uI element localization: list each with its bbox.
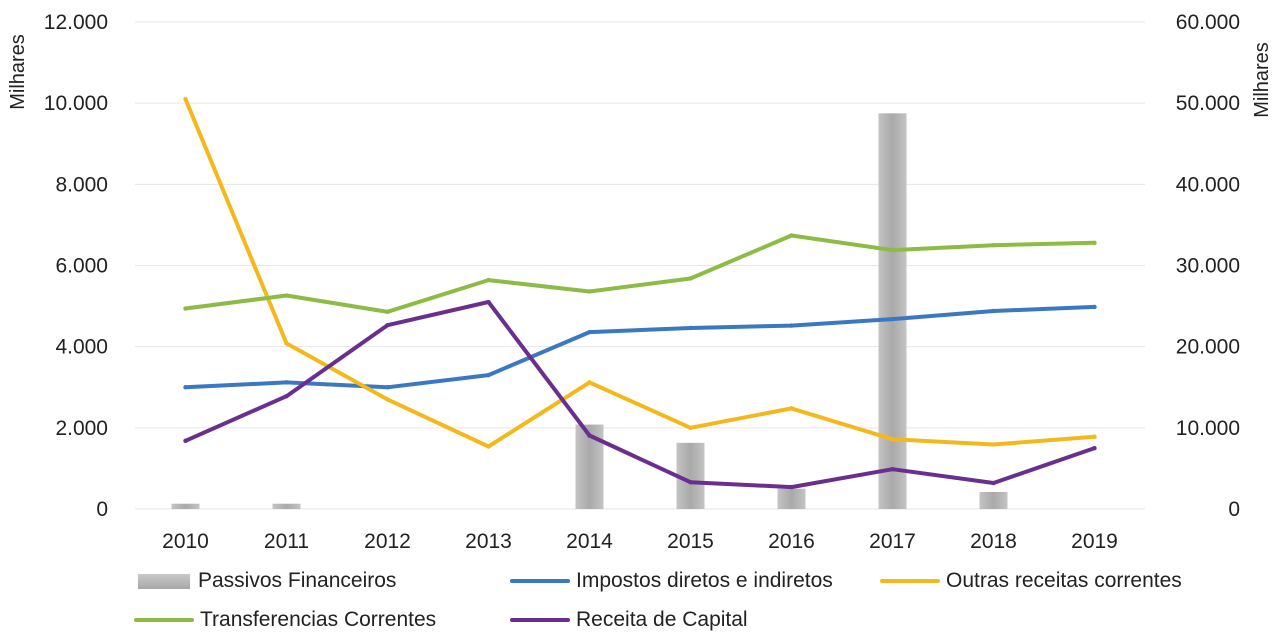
point-outras-2016 (789, 406, 794, 411)
legend-swatch-impostos (510, 579, 570, 583)
point-transferencias-2019 (1092, 240, 1097, 245)
point-impostos-2011 (284, 380, 289, 385)
point-impostos-2012 (385, 385, 390, 390)
line-transferencias (183, 233, 1097, 314)
legend-swatch-passivos (138, 573, 190, 589)
point-outras-2019 (1092, 434, 1097, 439)
point-receita-capital-2011 (284, 393, 289, 399)
point-outras-2010 (183, 96, 188, 102)
point-outras-2011 (284, 341, 289, 346)
point-impostos-2019 (1092, 304, 1097, 310)
legend-label-impostos: Impostos diretos e indiretos (576, 569, 833, 592)
x-tick-label: 2015 (667, 530, 714, 553)
legend-label-outras: Outras receitas correntes (946, 569, 1182, 592)
point-outras-2013 (486, 444, 491, 449)
point-outras-2012 (385, 397, 390, 402)
point-receita-capital-2014 (587, 433, 592, 438)
point-impostos-2018 (991, 308, 996, 314)
point-transferencias-2016 (789, 233, 794, 238)
legend-swatch-outras (880, 579, 940, 583)
left-tick-label: 12.000 (44, 11, 108, 34)
x-tick-label: 2011 (264, 530, 309, 553)
point-outras-2017 (890, 436, 895, 442)
point-outras-2015 (688, 425, 693, 431)
point-transferencias-2018 (991, 243, 996, 248)
legend-item-impostos: Impostos diretos e indiretos (510, 569, 833, 593)
chart: 0 2.000 4.000 6.000 8.000 10.000 12.000 0 10.00… (7, 11, 1273, 553)
x-tick-label: 2016 (768, 530, 815, 553)
x-tick-label: 2018 (970, 530, 1017, 553)
point-transferencias-2014 (587, 289, 592, 294)
left-axis-unit-label: Milhares (7, 34, 29, 110)
line-outras (183, 97, 1097, 449)
point-outras-2018 (991, 442, 996, 447)
left-tick-label: 2.000 (55, 417, 108, 440)
x-tick-label: 2012 (364, 530, 411, 553)
bar-series (171, 113, 1008, 509)
line-receita-capital (183, 300, 1097, 490)
right-tick-label: 20.000 (1176, 336, 1240, 359)
x-axis-ticks: 2010 2011 2012 2013 2014 2015 2016 2017 2018 2019 (162, 530, 1118, 553)
left-tick-label: 6.000 (55, 255, 108, 278)
point-transferencias-2010 (183, 306, 188, 311)
bar-passivos-2018 (979, 491, 1008, 509)
point-receita-capital-2015 (688, 480, 693, 485)
point-receita-capital-2010 (183, 438, 188, 444)
bar-passivos-2010 (171, 503, 200, 509)
x-tick-label: 2010 (162, 530, 209, 553)
point-outras-2014 (587, 380, 592, 385)
point-receita-capital-2018 (991, 480, 996, 486)
x-tick-label: 2014 (566, 530, 613, 553)
point-receita-capital-2019 (1092, 445, 1097, 451)
left-axis-ticks: 0 2.000 4.000 6.000 8.000 10.000 12.000 (44, 11, 108, 521)
legend-swatch-transferencias (134, 618, 194, 622)
left-tick-label: 4.000 (55, 336, 108, 359)
right-tick-label: 30.000 (1176, 255, 1240, 278)
point-receita-capital-2012 (385, 322, 390, 328)
point-impostos-2015 (688, 325, 693, 331)
point-transferencias-2015 (688, 276, 693, 281)
right-tick-label: 50.000 (1176, 92, 1240, 115)
point-receita-capital-2017 (890, 467, 895, 472)
right-tick-label: 60.000 (1176, 11, 1240, 34)
point-transferencias-2013 (486, 277, 491, 283)
gridlines (135, 21, 1145, 510)
x-tick-label: 2017 (869, 530, 916, 553)
left-tick-label: 0 (96, 498, 108, 521)
legend-swatch-receita-capital (510, 618, 570, 622)
right-tick-label: 10.000 (1176, 417, 1240, 440)
legend-label-receita-capital: Receita de Capital (576, 608, 748, 631)
point-transferencias-2011 (284, 293, 289, 298)
line-series (183, 96, 1097, 490)
left-tick-label: 10.000 (44, 92, 108, 115)
point-impostos-2010 (183, 385, 188, 390)
bar-passivos-2016 (777, 488, 806, 509)
right-tick-label: 40.000 (1176, 173, 1240, 196)
legend-label-transferencias: Transferencias Correntes (200, 608, 437, 631)
legend-item-passivos: Passivos Financeiros (138, 569, 396, 593)
left-tick-label: 8.000 (55, 173, 108, 196)
legend-item-outras: Outras receitas correntes (880, 569, 1182, 593)
bar-passivos-2011 (272, 503, 301, 509)
right-tick-label: 0 (1228, 498, 1240, 521)
point-receita-capital-2013 (486, 299, 491, 305)
bar-passivos-2017 (878, 113, 907, 509)
point-receita-capital-2016 (789, 484, 794, 490)
legend: Passivos Financeiros Impostos diretos e … (0, 565, 1284, 635)
legend-item-transferencias: Transferencias Correntes (134, 608, 436, 632)
point-impostos-2013 (486, 372, 491, 378)
point-transferencias-2017 (890, 247, 895, 253)
point-transferencias-2012 (385, 309, 390, 314)
point-impostos-2017 (890, 316, 895, 322)
right-axis-ticks: 0 10.000 20.000 30.000 40.000 50.000 60.000 (1176, 11, 1240, 521)
legend-item-receita-capital: Receita de Capital (510, 608, 748, 632)
x-tick-label: 2019 (1071, 530, 1118, 553)
line-impostos (183, 304, 1097, 390)
legend-label-passivos: Passivos Financeiros (198, 569, 397, 592)
point-impostos-2014 (587, 329, 592, 335)
right-axis-unit-label: Milhares (1251, 42, 1273, 118)
point-impostos-2016 (789, 323, 794, 328)
x-tick-label: 2013 (465, 530, 512, 553)
